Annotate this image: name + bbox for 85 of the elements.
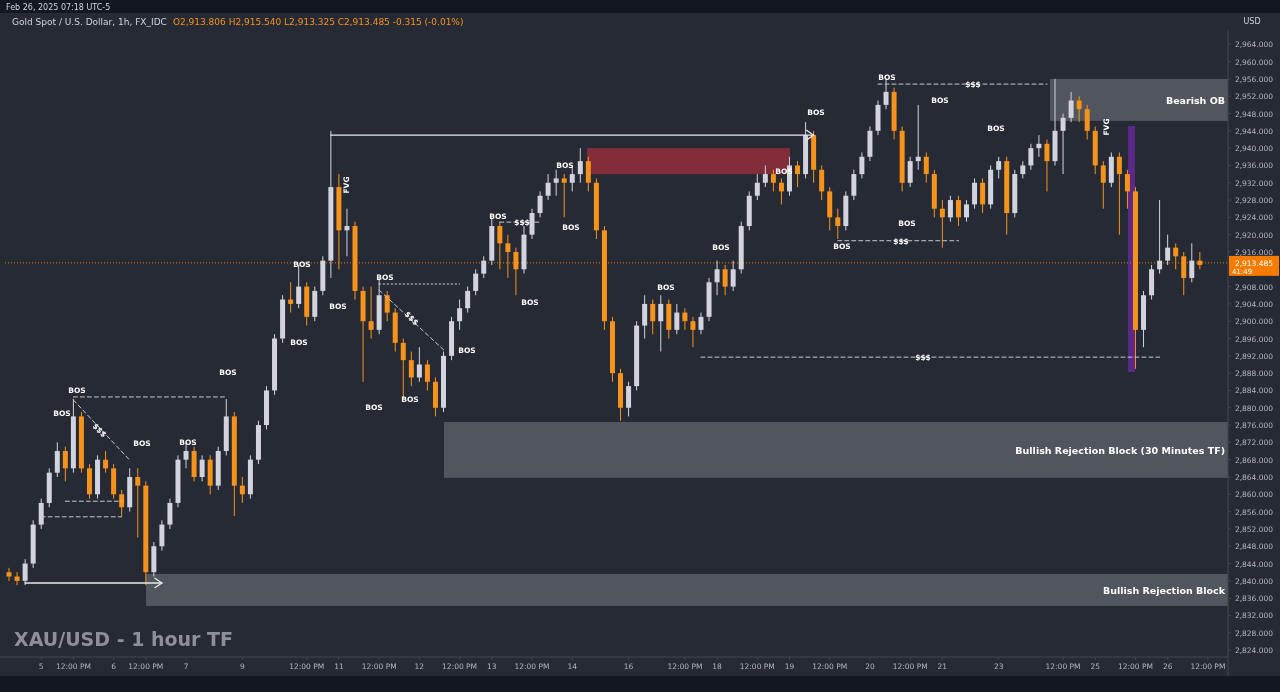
candlestick: [1157, 199, 1163, 275]
candlestick: [907, 156, 913, 188]
candlestick: [939, 199, 945, 249]
y-axis-title: USD: [1243, 17, 1261, 26]
candlestick: [1181, 251, 1187, 296]
candlestick: [497, 221, 503, 270]
candlestick: [585, 156, 591, 192]
candlestick: [770, 169, 776, 192]
candlestick: [416, 346, 422, 383]
candlestick: [947, 195, 953, 223]
candlestick: [537, 190, 543, 218]
candlestick: [1116, 151, 1122, 236]
candlestick: [199, 454, 205, 482]
candlestick: [481, 255, 487, 279]
candlestick: [964, 199, 969, 223]
candlestick: [996, 156, 1002, 179]
candlestick: [722, 264, 728, 296]
candlestick: [561, 173, 567, 218]
candlestick: [972, 177, 978, 210]
candlestick: [408, 351, 414, 387]
candlestick: [1060, 113, 1066, 175]
candlestick: [22, 558, 28, 586]
candlestick: [674, 303, 680, 335]
candlestick: [851, 169, 857, 201]
candlestick: [14, 571, 20, 586]
candlestick: [119, 489, 125, 517]
candlestick: [1076, 95, 1082, 123]
candlestick: [6, 567, 12, 582]
candlestick: [54, 441, 60, 478]
candlestick: [778, 177, 784, 205]
candlestick: [1084, 104, 1090, 140]
candlestick: [762, 164, 768, 188]
band-label: Bullish Rejection Block: [1103, 584, 1226, 596]
candlestick: [1100, 160, 1106, 210]
candlestick: [1044, 138, 1050, 192]
candlestick: [288, 281, 294, 314]
candlestick: [577, 147, 583, 184]
candlestick: [465, 286, 471, 314]
candlestick: [473, 268, 479, 296]
candlestick: [384, 290, 390, 322]
text: Feb 26, 2025 07:18 UTC-5: [6, 3, 111, 12]
candlestick: [1165, 234, 1171, 266]
candlestick: [505, 234, 511, 279]
candlestick: [819, 164, 825, 201]
candlestick: [859, 151, 865, 179]
candlestick: [1173, 242, 1179, 270]
chart-subtitle: O2,913.806 H2,915.540 L2,913.325 C2,913.485 -0.315 (-0.01%): [172, 17, 464, 27]
candlestick: [1036, 134, 1042, 158]
candlestick: [754, 173, 760, 201]
candlestick: [1068, 91, 1074, 123]
candlestick: [159, 519, 165, 552]
band-label: Bearish OB: [1165, 94, 1225, 106]
candlestick: [690, 316, 696, 348]
candlestick: [239, 476, 245, 504]
annotation: XAU/USD - 1 hour TF: [14, 628, 234, 650]
candlestick: [980, 177, 986, 214]
candlestick: [103, 450, 109, 474]
candlestick: [955, 195, 961, 227]
candlestick: [368, 286, 374, 340]
candlestick: [915, 104, 921, 171]
candlestick: [513, 247, 519, 296]
candlestick: [642, 294, 648, 340]
candlestick: [424, 359, 430, 391]
candlestick: [682, 307, 688, 331]
candlestick: [1189, 242, 1195, 283]
candlestick: [923, 151, 929, 184]
candlestick: [344, 208, 350, 257]
candlestick: [545, 173, 551, 201]
candlestick: [1028, 143, 1034, 171]
candlestick: [835, 208, 841, 240]
candlestick: [698, 312, 704, 335]
candlestick: [650, 299, 656, 335]
candlestick: [626, 381, 632, 417]
chart-title: Gold Spot / U.S. Dollar, 1h, FX_IDC: [12, 17, 167, 27]
candlestick: [1124, 169, 1130, 210]
band-label: Bullish Rejection Block (30 Minutes TF): [1015, 444, 1225, 456]
candlestick: [457, 299, 463, 331]
candlestick: [658, 294, 664, 353]
candlestick: [714, 260, 720, 296]
candlestick: [167, 498, 173, 530]
candlestick: [135, 467, 141, 539]
candlestick: [553, 169, 559, 197]
candlestick: [795, 160, 801, 188]
candlestick: [730, 260, 736, 292]
candlestick: [62, 446, 68, 482]
